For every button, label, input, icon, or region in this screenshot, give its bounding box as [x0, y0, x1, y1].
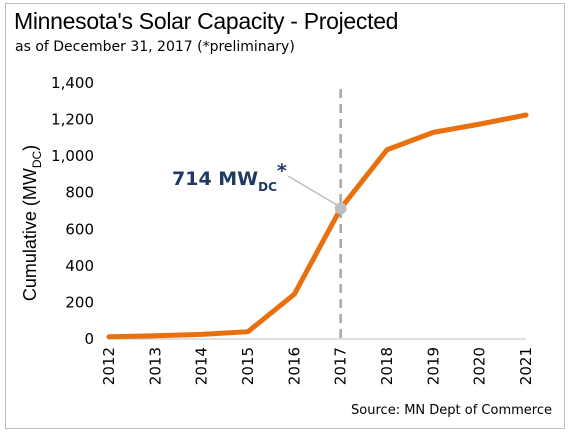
x-tick-label: 2020: [471, 347, 489, 385]
x-tick-label: 2016: [285, 347, 303, 385]
source-note: Source: MN Dept of Commerce: [351, 403, 552, 418]
callout-sub: DC: [258, 180, 277, 194]
y-tick-label: 200: [65, 293, 94, 311]
y-tick-label: 800: [65, 184, 94, 202]
x-tick-label: 2021: [517, 347, 535, 385]
x-tick-label: 2012: [100, 347, 118, 385]
y-tick-label: 1,000: [51, 147, 94, 165]
x-tick-label: 2017: [332, 347, 350, 385]
callout-leader-line: [287, 175, 339, 207]
x-tick-label: 2019: [424, 347, 442, 385]
y-tick-label: 1,400: [51, 74, 94, 92]
callout-main: 714 MW: [172, 168, 258, 190]
chart-title: Minnesota's Solar Capacity - Projected: [14, 8, 399, 34]
callout-suffix: *: [277, 160, 287, 182]
y-tick-label: 0: [84, 330, 94, 348]
series-line: [106, 112, 529, 340]
x-axis-ticks: 2012 2013 2014 2015 2016 2017 2018 2019 2020 2021: [100, 347, 535, 385]
y-axis-label: Cumulative (MWDC): [20, 145, 44, 301]
x-tick-label: 2014: [193, 347, 211, 385]
callout-label: 714 MWDC*: [172, 160, 287, 194]
y-tick-label: 1,200: [51, 111, 94, 129]
y-tick-label: 400: [65, 257, 94, 275]
y-tick-label: 600: [65, 220, 94, 238]
chart-subtitle: as of December 31, 2017 (*preliminary): [15, 39, 295, 55]
x-tick-label: 2013: [146, 347, 164, 385]
y-axis-ticks: 0 200 400 600 800 1,000 1,200 1,400: [51, 74, 94, 348]
x-tick-label: 2015: [239, 347, 257, 385]
chart-frame: [5, 3, 565, 429]
highlight-point-2017: [334, 202, 347, 215]
x-tick-label: 2018: [378, 347, 396, 385]
